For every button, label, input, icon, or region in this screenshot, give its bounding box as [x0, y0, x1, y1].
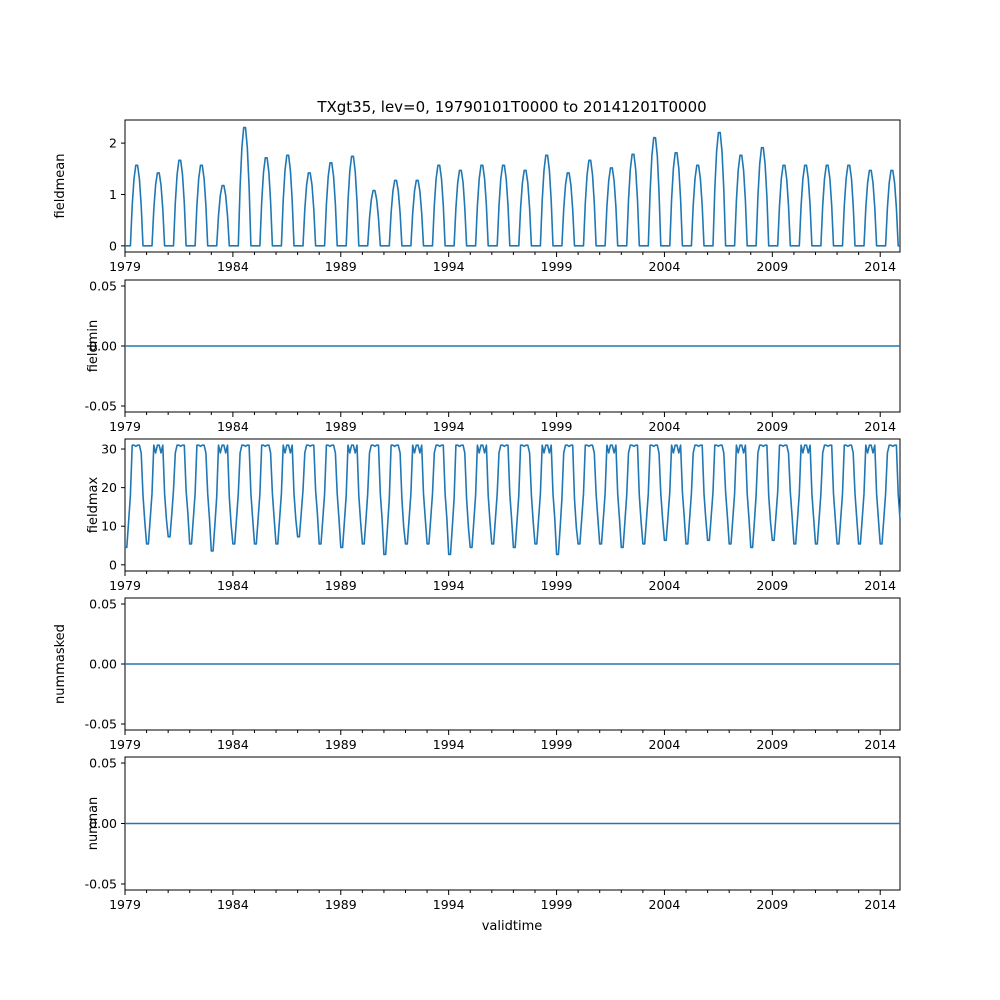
- x-tick-label: 1994: [433, 259, 465, 274]
- y-tick-label: 2: [109, 136, 117, 151]
- y-tick-label: -0.05: [85, 399, 117, 414]
- x-tick-label: 2009: [756, 897, 788, 912]
- x-tick-label: 1994: [433, 419, 465, 434]
- x-tick-label: 1989: [325, 897, 357, 912]
- x-tick-label: 1984: [217, 897, 249, 912]
- x-tick-label: 1979: [109, 897, 141, 912]
- x-tick-label: 1989: [325, 737, 357, 752]
- y-tick-label: 0.00: [89, 657, 117, 672]
- x-tick-label: 2014: [864, 578, 896, 593]
- x-tick-label: 2004: [649, 897, 681, 912]
- x-tick-label: 2009: [756, 737, 788, 752]
- y-tick-label: 0.00: [89, 339, 117, 354]
- x-tick-label: 1984: [217, 578, 249, 593]
- y-tick-label: 0: [109, 557, 117, 572]
- y-tick-label: 0.05: [89, 597, 117, 612]
- panels: 0 1 2 fieldmean 1979 1984 1989 1994 1999 2004 2009…: [53, 119, 901, 912]
- x-tick-label: 1999: [541, 419, 573, 434]
- x-tick-label: 1984: [217, 419, 249, 434]
- x-tick-label: 1989: [325, 578, 357, 593]
- x-tick-label: 1999: [541, 737, 573, 752]
- x-tick-label: 1994: [433, 897, 465, 912]
- panel-nummasked: 0.05 0.00 -0.05 nummasked 1979 1984 1989 1994 19…: [53, 597, 901, 752]
- y-axis-label: fieldmean: [53, 154, 68, 219]
- axes-frame: [124, 119, 901, 253]
- x-tick-label: 1999: [541, 259, 573, 274]
- chart-title: TXgt35, lev=0, 19790101T0000 to 20141201…: [316, 98, 706, 116]
- x-tick-label: 2004: [649, 578, 681, 593]
- y-axis-label: fieldmax: [86, 477, 101, 534]
- x-tick-label: 1979: [109, 737, 141, 752]
- x-axis-label: validtime: [482, 919, 543, 934]
- x-tick-label: 2009: [756, 419, 788, 434]
- panel-numnan: 0.05 0.00 -0.05 numnan 1979 1984 1989 1994 1999 2…: [85, 756, 901, 912]
- x-tick-label: 2004: [649, 259, 681, 274]
- x-tick-label: 2014: [864, 737, 896, 752]
- x-tick-label: 1994: [433, 578, 465, 593]
- series-line: [125, 444, 901, 556]
- x-tick-label: 2009: [756, 259, 788, 274]
- x-tick-label: 2014: [864, 419, 896, 434]
- y-tick-label: 0.05: [89, 279, 117, 294]
- y-tick-label: -0.05: [85, 717, 117, 732]
- y-axis-label: fieldmin: [86, 320, 101, 373]
- y-axis-label: nummasked: [53, 624, 68, 704]
- y-tick-label: 20: [101, 480, 117, 495]
- x-tick-label: 1989: [325, 419, 357, 434]
- panel-fieldmax: 30 20 10 0 fieldmax 1979 1984 1989 1994 1999 2004 2…: [86, 438, 901, 593]
- y-tick-label: 30: [101, 442, 117, 457]
- x-tick-label: 1979: [109, 419, 141, 434]
- x-tick-label: 1989: [325, 259, 357, 274]
- x-tick-label: 1984: [217, 259, 249, 274]
- x-tick-label: 1979: [109, 578, 141, 593]
- x-tick-label: 1979: [109, 259, 141, 274]
- x-tick-label: 1984: [217, 737, 249, 752]
- y-tick-label: 10: [101, 519, 117, 534]
- y-tick-label: 0.05: [89, 756, 117, 771]
- x-tick-label: 2014: [864, 259, 896, 274]
- x-tick-label: 1994: [433, 737, 465, 752]
- series-line: [125, 126, 900, 247]
- axes-frame: [124, 438, 901, 572]
- y-tick-label: 0: [109, 238, 117, 253]
- x-tick-label: 1999: [541, 897, 573, 912]
- y-tick-label: 1: [109, 187, 117, 202]
- panel-fieldmin: 0.05 0.00 -0.05 fieldmin 1979 1984 1989 1994 199…: [85, 279, 901, 434]
- x-tick-label: 2009: [756, 578, 788, 593]
- x-tick-label: 1999: [541, 578, 573, 593]
- x-tick-label: 2004: [649, 737, 681, 752]
- x-tick-label: 2014: [864, 897, 896, 912]
- x-tick-label: 2004: [649, 419, 681, 434]
- y-tick-label: 0.00: [89, 816, 117, 831]
- y-tick-label: -0.05: [85, 876, 117, 891]
- y-axis-label: numnan: [86, 797, 101, 851]
- panel-fieldmean: 0 1 2 fieldmean 1979 1984 1989 1994 1999 2004 2009…: [53, 119, 901, 274]
